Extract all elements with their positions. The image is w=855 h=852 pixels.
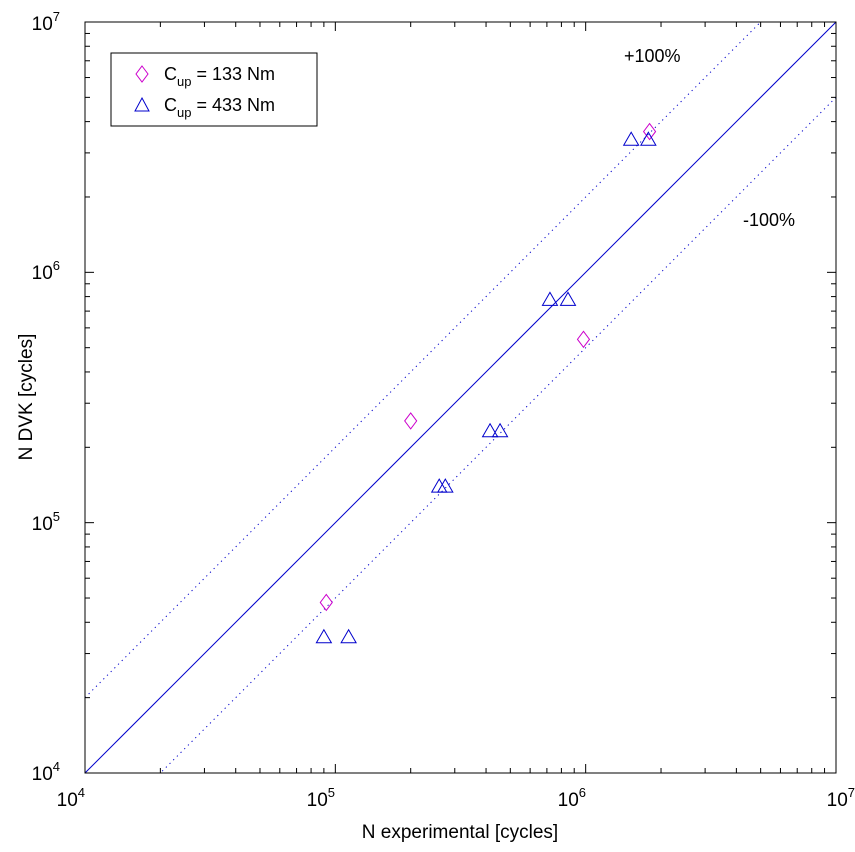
triangle-point xyxy=(622,131,640,146)
diamond-point xyxy=(404,412,418,430)
triangle-point xyxy=(436,478,454,493)
triangle-point xyxy=(639,131,657,146)
x-tick-label: 105 xyxy=(307,785,335,811)
legend-label-433: Cup = 433 Nm xyxy=(164,95,275,120)
major-ticks xyxy=(84,21,837,774)
triangle-point xyxy=(481,422,499,438)
diamond-point xyxy=(642,122,657,141)
diamond-point xyxy=(319,593,333,612)
minor-ticks xyxy=(85,22,836,773)
x-tick-label: 107 xyxy=(827,785,855,811)
identity-line xyxy=(85,22,836,773)
legend-diamond-marker xyxy=(135,65,149,83)
legend-entry-133: Cup = 133 Nm xyxy=(135,64,275,89)
reference-lines xyxy=(85,22,836,773)
y-tick-label: 107 xyxy=(32,9,60,35)
y-tick-label: 104 xyxy=(32,759,60,785)
x-tick-label: 106 xyxy=(558,785,586,811)
triangle-point xyxy=(491,422,509,438)
triangle-point xyxy=(340,628,357,644)
x-tick-labels: 104 105 106 107 xyxy=(57,785,855,811)
y-tick-label: 105 xyxy=(32,509,60,535)
y-axis-label: N DVK [cycles] xyxy=(16,334,37,461)
x-tick-label: 104 xyxy=(57,785,85,811)
legend-label-133: Cup = 133 Nm xyxy=(164,64,275,89)
legend-triangle-marker xyxy=(134,96,150,112)
triangle-point xyxy=(541,291,559,306)
x-axis-label: N experimental [cycles] xyxy=(362,822,558,843)
legend-box xyxy=(110,52,318,127)
tolerance-line xyxy=(85,22,762,698)
legend-entry-433: Cup = 433 Nm xyxy=(134,95,275,120)
plot-frame xyxy=(84,21,837,774)
diamond-point xyxy=(576,330,591,349)
annotation-minus-100: -100% xyxy=(743,210,795,230)
legend: Cup = 133 Nm Cup = 433 Nm xyxy=(110,52,318,127)
triangle-point xyxy=(315,628,333,644)
data-points xyxy=(315,122,657,644)
annotation-plus-100: +100% xyxy=(624,46,681,66)
tolerance-line xyxy=(159,97,836,773)
y-tick-labels: 104 105 106 107 xyxy=(32,9,60,785)
y-tick-label: 106 xyxy=(32,258,60,284)
triangle-point xyxy=(559,291,577,306)
